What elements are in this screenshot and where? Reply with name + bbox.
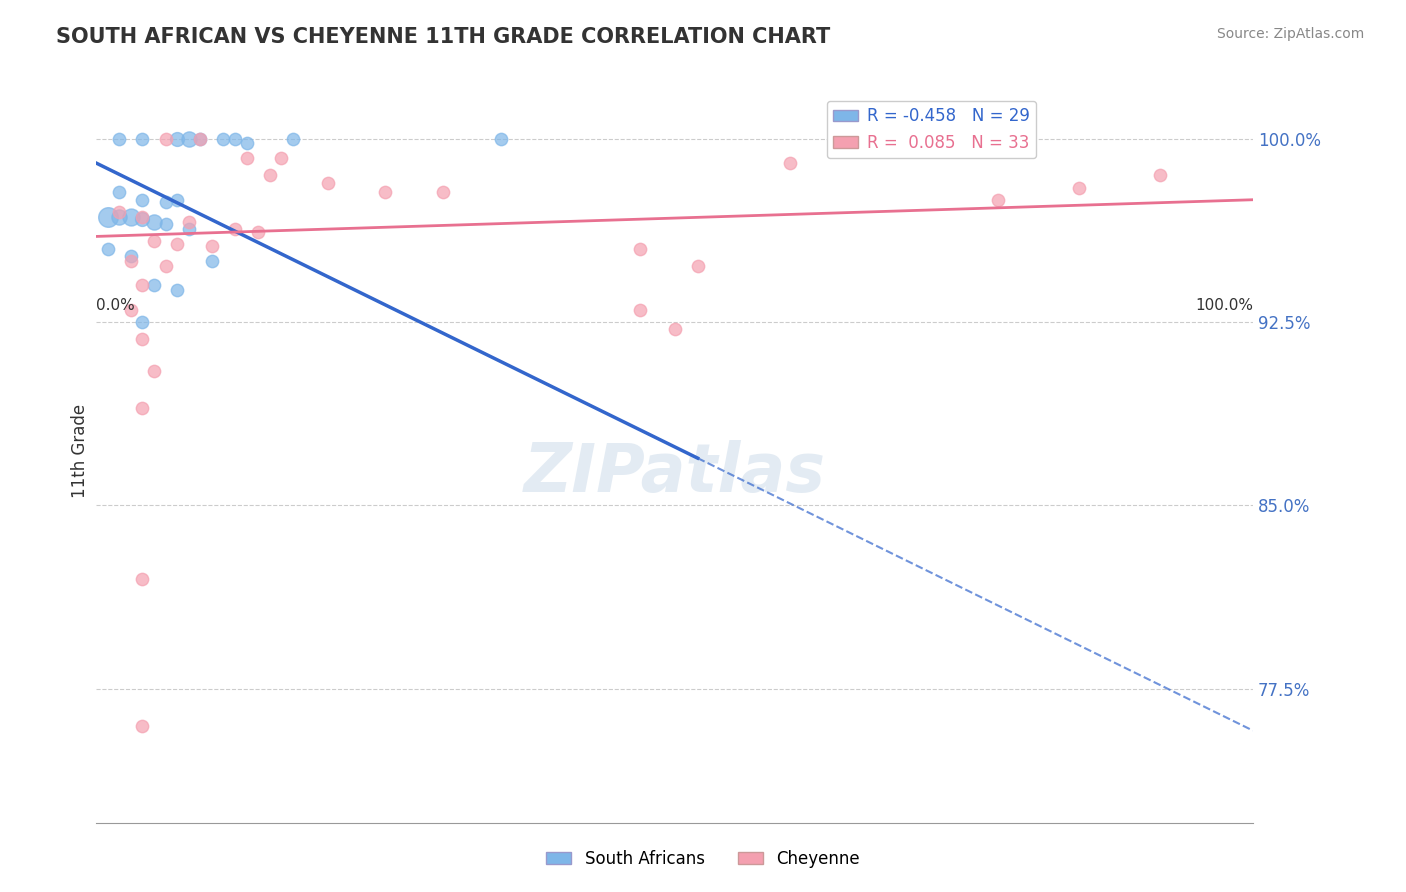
Point [212, 131, 235, 145]
Point [166, 193, 188, 207]
Point [270, 151, 292, 165]
Point [108, 205, 131, 219]
Y-axis label: 11th Grade: 11th Grade [72, 403, 89, 498]
Point [247, 225, 270, 239]
Point [166, 236, 188, 251]
Point [120, 210, 142, 224]
Text: 100.0%: 100.0% [1195, 298, 1253, 312]
Point [108, 131, 131, 145]
Point [108, 186, 131, 200]
Point [155, 217, 177, 231]
Legend: R = -0.458   N = 29, R =  0.085   N = 33: R = -0.458 N = 29, R = 0.085 N = 33 [827, 101, 1036, 159]
Text: Source: ZipAtlas.com: Source: ZipAtlas.com [1216, 27, 1364, 41]
Point [201, 239, 224, 253]
Point [131, 193, 153, 207]
Point [120, 302, 142, 317]
Point [143, 364, 166, 378]
Point [316, 176, 339, 190]
Point [177, 215, 200, 229]
Point [224, 222, 246, 236]
Point [628, 242, 651, 256]
Point [628, 302, 651, 317]
Text: 0.0%: 0.0% [96, 298, 135, 312]
Point [131, 315, 153, 329]
Point [489, 131, 512, 145]
Point [259, 169, 281, 183]
Point [177, 222, 200, 236]
Point [97, 210, 120, 224]
Point [224, 131, 246, 145]
Point [235, 151, 257, 165]
Point [779, 156, 801, 170]
Point [374, 186, 396, 200]
Point [1069, 180, 1091, 194]
Point [131, 401, 153, 415]
Point [235, 136, 257, 151]
Point [1149, 169, 1171, 183]
Point [143, 235, 166, 249]
Point [155, 131, 177, 145]
Point [201, 253, 224, 268]
Point [108, 210, 131, 224]
Point [131, 212, 153, 227]
Point [131, 332, 153, 346]
Text: ZIPatlas: ZIPatlas [523, 440, 825, 506]
Point [143, 278, 166, 293]
Point [166, 131, 188, 145]
Point [131, 131, 153, 145]
Point [131, 572, 153, 586]
Point [120, 253, 142, 268]
Point [432, 186, 454, 200]
Point [177, 131, 200, 145]
Point [281, 131, 304, 145]
Point [97, 242, 120, 256]
Point [166, 283, 188, 297]
Legend: South Africans, Cheyenne: South Africans, Cheyenne [540, 844, 866, 875]
Point [987, 193, 1010, 207]
Point [131, 278, 153, 293]
Point [131, 210, 153, 224]
Point [188, 131, 211, 145]
Point [120, 249, 142, 263]
Point [131, 718, 153, 732]
Text: SOUTH AFRICAN VS CHEYENNE 11TH GRADE CORRELATION CHART: SOUTH AFRICAN VS CHEYENNE 11TH GRADE COR… [56, 27, 831, 46]
Point [143, 215, 166, 229]
Point [155, 195, 177, 210]
Point [188, 131, 211, 145]
Point [664, 322, 686, 336]
Point [686, 259, 709, 273]
Point [155, 259, 177, 273]
